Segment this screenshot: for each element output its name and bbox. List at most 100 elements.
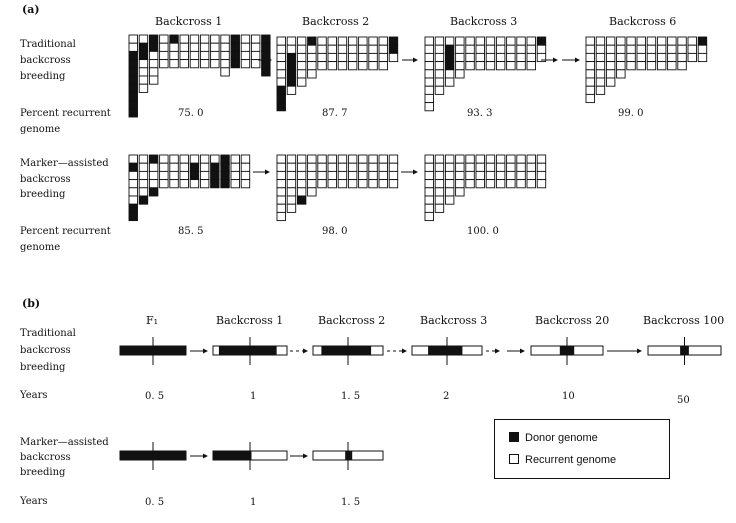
recurrent-segment bbox=[378, 61, 388, 71]
recurrent-segment bbox=[296, 69, 307, 79]
donor-segment bbox=[261, 42, 271, 52]
b-traditional-years-label: Years bbox=[20, 390, 48, 401]
legend-recurrent-swatch bbox=[509, 454, 519, 464]
recurrent-segment bbox=[526, 61, 536, 71]
recurrent-segment bbox=[189, 154, 200, 164]
legend-donor-swatch bbox=[509, 432, 519, 442]
recurrent-segment bbox=[159, 179, 169, 189]
recurrent-segment bbox=[276, 36, 286, 46]
recurrent-segment bbox=[485, 44, 496, 54]
recurrent-segment bbox=[626, 52, 636, 63]
a-traditional-percent-bc3: 93. 3 bbox=[467, 108, 493, 119]
recurrent-segment bbox=[455, 69, 465, 79]
recurrent-segment bbox=[230, 154, 240, 164]
recurrent-segment bbox=[605, 77, 616, 87]
recurrent-segment bbox=[424, 61, 434, 71]
a-traditional-set-bc1 bbox=[128, 34, 271, 118]
recurrent-segment bbox=[475, 61, 485, 71]
recurrent-segment bbox=[455, 36, 465, 46]
recurrent-segment bbox=[506, 36, 516, 46]
recurrent-segment bbox=[485, 170, 496, 181]
recurrent-segment bbox=[276, 52, 286, 63]
donor-segment bbox=[128, 162, 138, 172]
recurrent-segment bbox=[179, 162, 189, 172]
a-marker-percent-bc1: 85. 5 bbox=[178, 226, 204, 237]
donor-segment bbox=[148, 154, 159, 164]
recurrent-segment bbox=[434, 44, 445, 54]
donor-segment bbox=[388, 36, 399, 46]
a-marker-percent-label-1: Percent recurrent bbox=[20, 226, 111, 237]
recurrent-segment bbox=[595, 61, 606, 71]
recurrent-segment bbox=[424, 85, 434, 95]
recurrent-segment bbox=[230, 170, 240, 181]
recurrent-segment bbox=[347, 61, 358, 71]
donor-segment bbox=[128, 75, 138, 85]
recurrent-segment bbox=[128, 179, 138, 189]
recurrent-segment bbox=[667, 36, 677, 46]
recurrent-segment bbox=[636, 61, 646, 71]
recurrent-segment bbox=[286, 203, 297, 213]
donor-segment bbox=[148, 34, 159, 44]
recurrent-segment bbox=[179, 170, 189, 181]
recurrent-segment bbox=[276, 162, 286, 172]
recurrent-segment bbox=[138, 179, 149, 189]
recurrent-segment bbox=[276, 211, 286, 222]
donor-segment bbox=[276, 102, 286, 112]
recurrent-segment bbox=[317, 162, 327, 172]
recurrent-segment bbox=[516, 44, 526, 54]
a-header-backcross-3: Backcross 3 bbox=[450, 15, 518, 28]
recurrent-segment bbox=[347, 162, 358, 172]
recurrent-segment bbox=[465, 52, 475, 63]
recurrent-segment bbox=[317, 36, 327, 46]
b-trad-bc1-donor bbox=[218, 346, 277, 355]
b-header-backcross-2: Backcross 2 bbox=[318, 314, 386, 327]
recurrent-segment bbox=[276, 154, 286, 164]
recurrent-segment bbox=[307, 162, 317, 172]
recurrent-segment bbox=[220, 34, 230, 44]
recurrent-segment bbox=[465, 170, 475, 181]
b-header-backcross-20: Backcross 20 bbox=[535, 314, 610, 327]
recurrent-segment bbox=[138, 67, 149, 77]
donor-segment bbox=[261, 34, 271, 44]
a-traditional-percent-label-2: genome bbox=[20, 124, 61, 135]
recurrent-segment bbox=[506, 170, 516, 181]
recurrent-segment bbox=[434, 170, 445, 181]
a-marker-set-bc2 bbox=[276, 154, 399, 222]
recurrent-segment bbox=[697, 52, 708, 63]
recurrent-segment bbox=[276, 61, 286, 71]
recurrent-segment bbox=[424, 179, 434, 189]
recurrent-segment bbox=[444, 162, 455, 172]
recurrent-segment bbox=[138, 34, 149, 44]
recurrent-segment bbox=[148, 170, 159, 181]
recurrent-segment bbox=[199, 179, 210, 189]
recurrent-segment bbox=[434, 61, 445, 71]
recurrent-segment bbox=[424, 77, 434, 87]
recurrent-segment bbox=[148, 59, 159, 69]
arrow-b-trad-3-head bbox=[402, 348, 407, 354]
recurrent-segment bbox=[347, 36, 358, 46]
recurrent-segment bbox=[424, 93, 434, 104]
recurrent-segment bbox=[358, 162, 368, 172]
recurrent-segment bbox=[317, 179, 327, 189]
recurrent-segment bbox=[250, 59, 261, 69]
recurrent-segment bbox=[240, 162, 251, 172]
recurrent-segment bbox=[465, 61, 475, 71]
recurrent-segment bbox=[358, 179, 368, 189]
recurrent-segment bbox=[307, 52, 317, 63]
donor-segment bbox=[307, 36, 317, 46]
donor-segment bbox=[286, 52, 297, 63]
recurrent-segment bbox=[240, 34, 251, 44]
donor-segment bbox=[128, 211, 138, 222]
recurrent-segment bbox=[434, 179, 445, 189]
recurrent-segment bbox=[199, 170, 210, 181]
recurrent-segment bbox=[148, 162, 159, 172]
recurrent-segment bbox=[210, 59, 220, 69]
recurrent-segment bbox=[434, 85, 445, 95]
recurrent-segment bbox=[444, 69, 455, 79]
recurrent-segment bbox=[636, 44, 646, 54]
recurrent-segment bbox=[667, 52, 677, 63]
donor-segment bbox=[128, 67, 138, 77]
recurrent-segment bbox=[317, 52, 327, 63]
b-marker-label-line-1: Marker—assisted bbox=[20, 437, 109, 448]
a-marker-set-bc3 bbox=[424, 154, 547, 222]
